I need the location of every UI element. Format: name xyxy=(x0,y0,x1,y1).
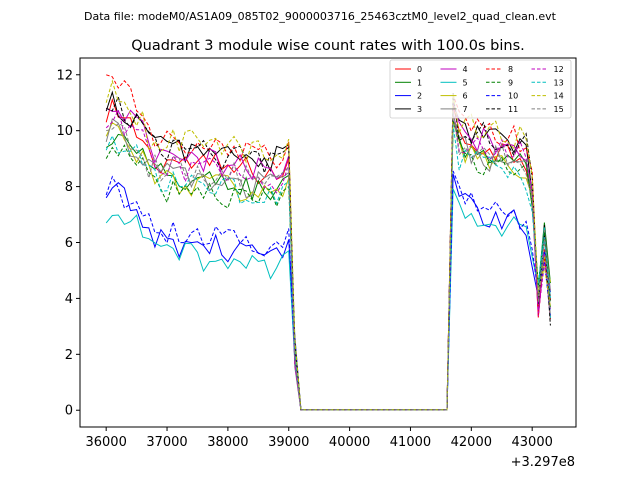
legend-label-13: 13 xyxy=(554,78,564,87)
y-axis: 0 2 4 6 8 10 12 xyxy=(56,68,80,419)
series-line-14 xyxy=(105,79,551,411)
chart-suptitle: Data file: modeM0/AS1A09_085T02_90000037… xyxy=(84,10,557,23)
legend-label-4: 4 xyxy=(463,65,468,74)
plot-area xyxy=(105,74,551,411)
legend-label-9: 9 xyxy=(508,78,513,87)
legend-label-5: 5 xyxy=(463,78,468,87)
series-line-0 xyxy=(105,97,551,411)
legend-label-0: 0 xyxy=(417,65,422,74)
x-offset-label: +3.297e8 xyxy=(511,455,575,470)
x-axis: 36000 37000 38000 39000 40000 41000 42000 43000 xyxy=(85,427,553,450)
legend-label-2: 2 xyxy=(417,92,422,101)
legend-label-12: 12 xyxy=(554,65,564,74)
x-tick-label: 41000 xyxy=(390,435,431,450)
chart-title: Quadrant 3 module wise count rates with … xyxy=(131,38,525,54)
series-line-10 xyxy=(105,170,551,411)
y-tick-label: 2 xyxy=(65,348,73,363)
series-line-2 xyxy=(105,173,551,411)
series-line-9 xyxy=(105,120,551,411)
series-line-11 xyxy=(106,93,551,411)
legend-label-8: 8 xyxy=(508,65,513,74)
y-tick-label: 8 xyxy=(65,180,73,195)
legend-box xyxy=(389,59,572,119)
series-line-12 xyxy=(105,108,551,411)
legend-label-6: 6 xyxy=(463,92,468,101)
x-tick-label: 37000 xyxy=(146,435,187,450)
legend-label-7: 7 xyxy=(463,105,468,114)
legend-label-11: 11 xyxy=(508,105,518,114)
series-line-5 xyxy=(105,188,551,411)
y-tick-label: 4 xyxy=(65,292,73,307)
x-tick-label: 43000 xyxy=(512,435,553,450)
x-tick-label: 40000 xyxy=(329,435,370,450)
x-tick-label: 39000 xyxy=(268,435,309,450)
legend-label-3: 3 xyxy=(417,105,422,114)
series-line-13 xyxy=(105,124,551,411)
y-tick-label: 6 xyxy=(65,236,73,251)
y-tick-label: 0 xyxy=(65,404,73,419)
legend-label-15: 15 xyxy=(554,105,564,114)
series-line-15 xyxy=(106,111,551,411)
y-tick-label: 12 xyxy=(56,68,73,83)
y-tick-label: 10 xyxy=(56,124,73,139)
series-line-1 xyxy=(105,120,551,411)
x-tick-label: 36000 xyxy=(85,435,126,450)
legend-label-14: 14 xyxy=(554,92,564,101)
legend-label-10: 10 xyxy=(508,92,518,101)
legend-label-1: 1 xyxy=(417,78,422,87)
x-tick-label: 38000 xyxy=(207,435,248,450)
x-tick-label: 42000 xyxy=(451,435,492,450)
